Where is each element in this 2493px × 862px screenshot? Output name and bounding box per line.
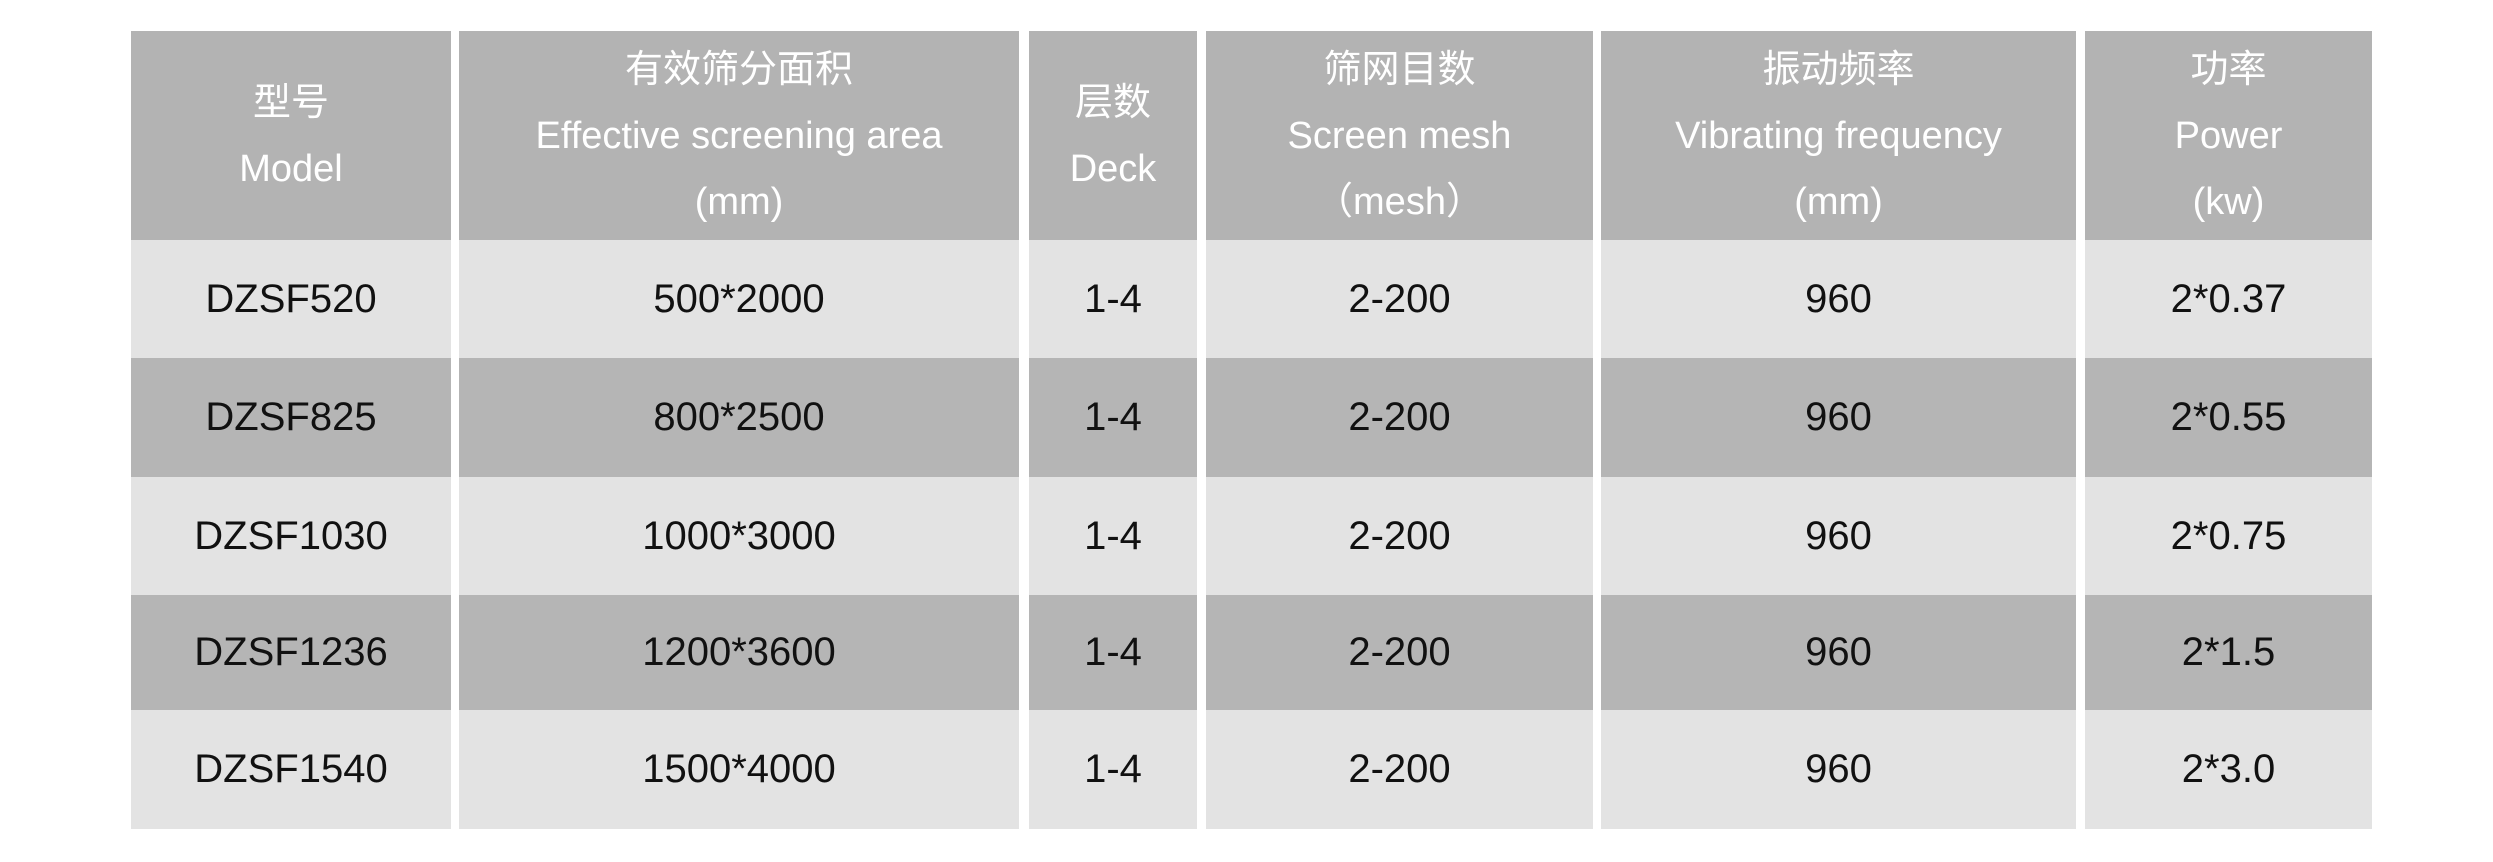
column-header: 有效筛分面积 Effective screening area (mm) <box>459 31 1019 240</box>
table-cell: 1000*3000 <box>459 477 1019 595</box>
table-cell: 1-4 <box>1029 240 1197 358</box>
table-column: 型号 Model DZSF520 DZSF825 DZSF1030 DZSF1236 DZS… <box>131 31 451 829</box>
table-cell: 1-4 <box>1029 477 1197 595</box>
header-unit: （mesh） <box>1315 180 1484 223</box>
table-cell: 2*0.37 <box>2085 240 2372 358</box>
table-cell: DZSF825 <box>131 358 451 477</box>
header-en: Screen mesh <box>1287 114 1512 157</box>
table-cell: 960 <box>1601 240 2076 358</box>
header-en: Power <box>2174 114 2283 157</box>
table-cell: 2*0.75 <box>2085 477 2372 595</box>
table-cell: 2*1.5 <box>2085 595 2372 710</box>
table-column: 振动频率 Vibrating frequency (mm) 960 960 960 960 9… <box>1601 31 2076 829</box>
table-cell: 960 <box>1601 710 2076 829</box>
table-cell: DZSF1030 <box>131 477 451 595</box>
table-cell: 960 <box>1601 477 2076 595</box>
table-cell: 2-200 <box>1206 477 1593 595</box>
table-cell: DZSF1236 <box>131 595 451 710</box>
table-cell: 2-200 <box>1206 358 1593 477</box>
table-cell: 960 <box>1601 358 2076 477</box>
spec-table: 型号 Model DZSF520 DZSF825 DZSF1030 DZSF1236 DZS… <box>131 31 2372 829</box>
table-cell: 1-4 <box>1029 710 1197 829</box>
header-zh: 层数 <box>1074 81 1151 124</box>
table-cell: 960 <box>1601 595 2076 710</box>
table-cell: 1500*4000 <box>459 710 1019 829</box>
table-cell: 1-4 <box>1029 595 1197 710</box>
header-unit: (mm) <box>694 180 784 223</box>
header-unit: (mm) <box>1794 180 1883 223</box>
table-cell: 2-200 <box>1206 240 1593 358</box>
header-unit: (kw) <box>2192 180 2265 223</box>
column-header: 功率 Power (kw) <box>2085 31 2372 240</box>
header-zh: 振动频率 <box>1762 48 1915 91</box>
table-column: 有效筛分面积 Effective screening area (mm) 500*20… <box>459 31 1019 829</box>
column-header: 型号 Model <box>131 31 451 240</box>
table-column: 功率 Power (kw) 2*0.37 2*0.55 2*0.75 2*1.5 2*3.0 <box>2085 31 2372 829</box>
table-cell: 2-200 <box>1206 595 1593 710</box>
column-header: 筛网目数 Screen mesh （mesh） <box>1206 31 1593 240</box>
header-zh: 型号 <box>252 81 329 124</box>
table-cell: DZSF520 <box>131 240 451 358</box>
header-zh: 筛网目数 <box>1323 48 1476 91</box>
header-en: Vibrating frequency <box>1675 114 2002 157</box>
table-cell: 800*2500 <box>459 358 1019 477</box>
table-cell: 1200*3600 <box>459 595 1019 710</box>
table-cell: 1-4 <box>1029 358 1197 477</box>
table-cell: 2*3.0 <box>2085 710 2372 829</box>
table-cell: DZSF1540 <box>131 710 451 829</box>
table-column: 筛网目数 Screen mesh （mesh） 2-200 2-200 2-200 2-20… <box>1206 31 1593 829</box>
table-cell: 500*2000 <box>459 240 1019 358</box>
table-column: 层数 Deck 1-4 1-4 1-4 1-4 1-4 <box>1029 31 1197 829</box>
table-cell: 2*0.55 <box>2085 358 2372 477</box>
header-en: Model <box>239 147 343 190</box>
header-en: Effective screening area <box>535 114 943 157</box>
header-en: Deck <box>1069 147 1157 190</box>
column-header: 层数 Deck <box>1029 31 1197 240</box>
header-zh: 功率 <box>2190 48 2267 91</box>
table-cell: 2-200 <box>1206 710 1593 829</box>
column-header: 振动频率 Vibrating frequency (mm) <box>1601 31 2076 240</box>
header-zh: 有效筛分面积 <box>624 48 853 91</box>
